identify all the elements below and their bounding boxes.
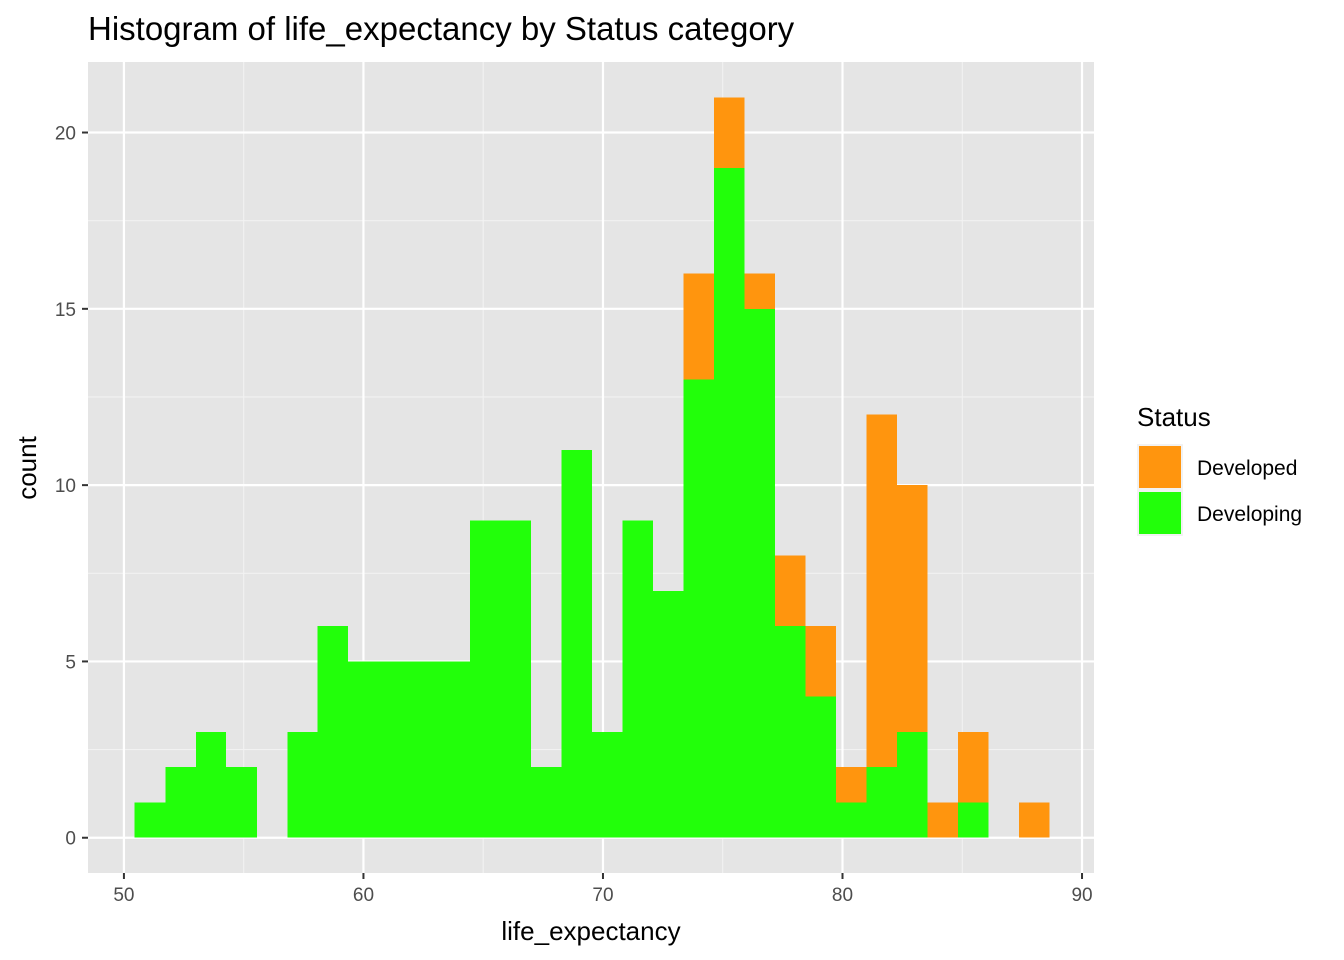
bar-developed — [1018, 802, 1050, 838]
bar-developing — [287, 731, 318, 838]
bar-developing — [836, 802, 867, 838]
bar-developing — [317, 626, 349, 838]
bar-developed — [744, 273, 775, 309]
y-tick-label: 10 — [55, 476, 76, 497]
bar-developing — [561, 449, 593, 838]
bar-developed — [805, 626, 837, 697]
legend-label-developing: Developing — [1197, 503, 1302, 526]
bars — [134, 97, 1050, 838]
bar-developing — [500, 520, 532, 838]
axis-ticks: 50 60 70 80 90 0 5 10 15 20 — [55, 124, 1093, 906]
y-tick-label: 0 — [65, 829, 76, 850]
bar-developing — [896, 731, 928, 838]
bar-developing — [195, 731, 227, 838]
bar-developing — [378, 661, 410, 838]
bar-developing — [348, 661, 379, 838]
bar-developing — [439, 661, 471, 838]
bar-developing — [165, 767, 196, 838]
x-tick-label: 50 — [113, 885, 134, 906]
bar-developing — [134, 802, 166, 838]
x-tick-label: 90 — [1071, 885, 1092, 906]
bar-developed — [714, 97, 745, 168]
bar-developed — [866, 414, 897, 768]
legend-swatch-developed — [1139, 446, 1181, 488]
y-tick-label: 5 — [65, 652, 76, 673]
legend: Status Developed Developing — [1137, 402, 1302, 536]
x-tick-label: 80 — [832, 885, 853, 906]
bar-developing — [866, 767, 897, 838]
bar-developed — [774, 555, 806, 627]
bar-developed — [957, 731, 989, 803]
bar-developed — [896, 485, 928, 732]
y-tick-label: 20 — [55, 124, 76, 145]
bar-developing — [653, 590, 684, 838]
bar-developing — [774, 626, 806, 838]
chart-title: Histogram of life_expectancy by Status c… — [88, 10, 795, 47]
bar-developed — [927, 802, 958, 838]
y-tick-label: 15 — [55, 300, 76, 321]
bar-developing — [622, 520, 654, 838]
bar-developing — [226, 767, 257, 838]
x-tick-label: 70 — [592, 885, 613, 906]
bar-developing — [683, 379, 715, 838]
bar-developing — [531, 767, 562, 838]
bar-developing — [714, 167, 745, 838]
bar-developing — [744, 308, 775, 838]
bar-developing — [409, 661, 440, 838]
bar-developed — [836, 767, 867, 803]
bar-developing — [805, 696, 837, 838]
bar-developing — [957, 802, 989, 838]
bar-developing — [470, 520, 501, 838]
bar-developed — [683, 273, 715, 380]
x-axis-title: life_expectancy — [501, 916, 680, 946]
legend-title: Status — [1137, 402, 1211, 432]
legend-label-developed: Developed — [1197, 457, 1297, 480]
legend-swatch-developing — [1139, 492, 1181, 534]
x-tick-label: 60 — [353, 885, 374, 906]
y-axis-title: count — [12, 435, 42, 499]
bar-developing — [592, 731, 623, 838]
